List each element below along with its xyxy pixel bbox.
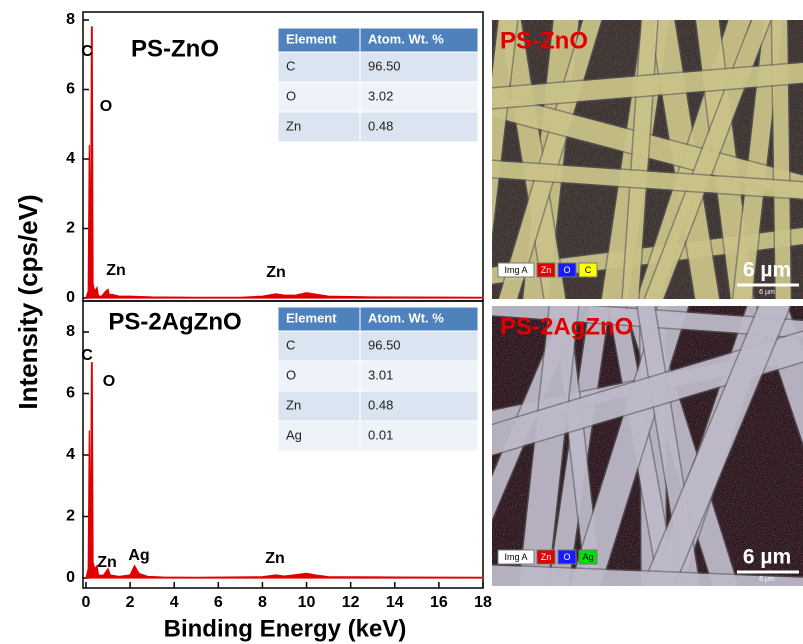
y-axis-label: Intensity (cps/eV)	[13, 194, 43, 409]
peak-label: Zn	[266, 264, 286, 281]
scale-small: 6 µm	[759, 289, 775, 296]
table-text: Zn	[286, 118, 301, 133]
peak-label: Zn	[97, 554, 117, 571]
scale-label: 6 µm	[743, 546, 791, 569]
figure: Intensity (cps/eV) Binding Energy (keV) …	[0, 0, 803, 644]
y-tick-label: 8	[66, 323, 75, 340]
legend-text: Img A	[504, 265, 527, 275]
legend-text: O	[563, 552, 570, 562]
chart-title: PS-ZnO	[131, 35, 219, 62]
table-text: Zn	[286, 397, 301, 412]
table-text: 96.50	[368, 58, 401, 73]
table-text: C	[286, 58, 295, 73]
scale-small: 6 µm	[759, 576, 775, 583]
legend-text: Zn	[541, 552, 552, 562]
x-axis-label: Binding Energy (keV)	[164, 615, 407, 642]
y-tick-label: 4	[66, 446, 75, 463]
x-tick-label: 10	[298, 594, 316, 611]
peak-label: C	[81, 43, 93, 60]
x-tick-label: 6	[214, 594, 223, 611]
y-tick-label: 4	[66, 150, 75, 167]
y-tick-label: 0	[66, 289, 75, 306]
table-text: O	[286, 367, 296, 382]
y-tick-label: 0	[66, 569, 75, 586]
sem-grain	[492, 20, 803, 299]
peak-label: Ag	[128, 547, 149, 564]
table-header: Element	[286, 31, 337, 46]
legend-text: Zn	[541, 265, 552, 275]
scale-label: 6 µm	[743, 259, 791, 282]
y-tick-label: 2	[66, 508, 75, 525]
peak-label: O	[100, 98, 112, 115]
x-tick-label: 16	[430, 594, 448, 611]
table-text: 3.01	[368, 367, 393, 382]
table-header: Atom. Wt. %	[368, 310, 444, 325]
x-tick-label: 2	[126, 594, 135, 611]
table-text: 0.01	[368, 427, 393, 442]
image-label: PS-2AgZnO	[500, 313, 633, 340]
table-text: 0.48	[368, 397, 393, 412]
image-label: PS-ZnO	[500, 27, 588, 54]
x-tick-label: 0	[82, 594, 91, 611]
table-text: 96.50	[368, 337, 401, 352]
sem-grain	[492, 306, 803, 586]
table-header: Atom. Wt. %	[368, 31, 444, 46]
table-text: C	[286, 337, 295, 352]
x-tick-label: 18	[474, 594, 492, 611]
x-tick-label: 12	[342, 594, 360, 611]
peak-label: Zn	[265, 550, 285, 567]
legend-text: C	[585, 265, 592, 275]
peak-label: O	[103, 373, 115, 390]
table-text: 0.48	[368, 118, 393, 133]
table-text: O	[286, 88, 296, 103]
legend-text: O	[563, 265, 570, 275]
peak-label: C	[81, 347, 93, 364]
y-tick-label: 6	[66, 385, 75, 402]
y-tick-label: 6	[66, 81, 75, 98]
y-tick-label: 2	[66, 220, 75, 237]
table-header: Element	[286, 310, 337, 325]
x-tick-label: 8	[258, 594, 267, 611]
peak-label: Zn	[106, 262, 126, 279]
table-text: Ag	[286, 427, 302, 442]
chart-title: PS-2AgZnO	[108, 308, 241, 335]
y-tick-label: 8	[66, 11, 75, 28]
table-text: 3.02	[368, 88, 393, 103]
x-tick-label: 4	[170, 594, 179, 611]
x-tick-label: 14	[386, 594, 404, 611]
legend-text: Ag	[582, 552, 593, 562]
legend-text: Img A	[504, 552, 527, 562]
